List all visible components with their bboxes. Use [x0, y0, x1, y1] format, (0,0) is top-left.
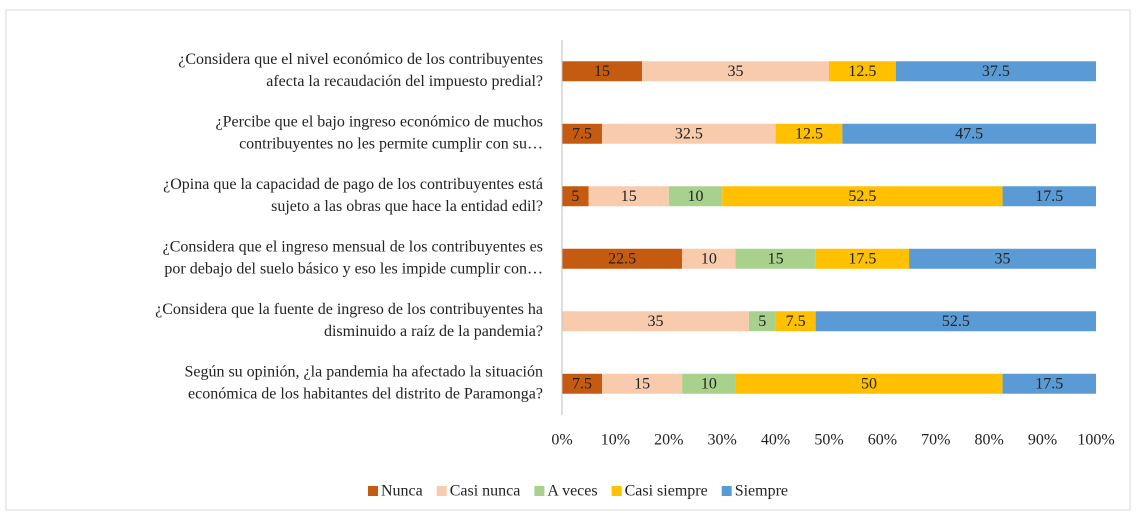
x-tick-label: 50%: [814, 432, 843, 449]
x-tick-label: 70%: [921, 432, 950, 449]
bar-segment: [909, 248, 1096, 269]
x-tick-label: 80%: [975, 432, 1004, 449]
bar-segment: [815, 311, 1096, 332]
y-tick-label: ¿Considera que el nivel económico de los…: [178, 51, 543, 68]
data-label: 7.5: [786, 313, 806, 330]
data-label: 12.5: [848, 63, 876, 80]
data-label: 5: [571, 188, 579, 205]
legend-swatch: [436, 486, 447, 496]
legend-label: A veces: [547, 483, 597, 500]
data-label: 52.5: [848, 188, 876, 205]
y-tick-label: ¿Considera que la fuente de ingreso de l…: [155, 301, 543, 318]
bar-segment: [562, 186, 589, 207]
bar-segment: [562, 248, 683, 269]
y-tick-label: económica de los habitantes del distrito…: [188, 385, 543, 402]
x-tick-label: 60%: [868, 432, 897, 449]
bar-segment: [775, 123, 843, 144]
data-label: 7.5: [572, 125, 592, 142]
bar-segment: [842, 123, 1096, 144]
bar-segment: [735, 248, 816, 269]
bar-segment: [602, 373, 683, 394]
legend-label: Casi nunca: [450, 483, 521, 500]
y-tick-label: contribuyentes no les permite cumplir co…: [239, 135, 543, 152]
bar-segment: [602, 123, 776, 144]
x-tick-label: 30%: [708, 432, 737, 449]
bar-segment: [735, 373, 1003, 394]
legend-label: Nunca: [381, 483, 423, 500]
data-label: 17.5: [1035, 188, 1063, 205]
bar-segment: [642, 61, 829, 82]
data-label: 17.5: [848, 250, 876, 267]
bar-segment: [682, 248, 736, 269]
data-label: 35: [995, 250, 1011, 267]
data-label: 47.5: [955, 125, 983, 142]
legend-swatch: [367, 486, 378, 496]
bar-segment: [562, 373, 603, 394]
data-label: 15: [768, 250, 784, 267]
data-label: 52.5: [942, 313, 970, 330]
legend-swatch: [534, 486, 545, 496]
bar-segment: [562, 311, 749, 332]
bar-segment: [815, 248, 910, 269]
x-tick-label: 0%: [551, 432, 572, 449]
data-label: 32.5: [675, 125, 703, 142]
bar-segment: [1002, 373, 1096, 394]
x-tick-label: 90%: [1028, 432, 1057, 449]
bar-segment: [668, 186, 723, 207]
bar-segment: [775, 311, 816, 332]
data-label: 10: [701, 375, 717, 392]
data-label: 35: [728, 63, 744, 80]
legend-label: Siempre: [735, 483, 788, 500]
data-label: 5: [758, 313, 766, 330]
data-label: 15: [594, 63, 610, 80]
y-tick-label: afecta la recaudación del impuesto predi…: [266, 73, 543, 90]
data-label: 15: [634, 375, 650, 392]
y-tick-label: ¿Opina que la capacidad de pago de los c…: [163, 176, 543, 193]
bar-segment: [748, 311, 776, 332]
data-label: 15: [621, 188, 637, 205]
legend-label: Casi siempre: [625, 483, 708, 500]
data-label: 50: [861, 375, 877, 392]
data-label: 7.5: [572, 375, 592, 392]
bar-segment: [1002, 186, 1096, 207]
y-tick-label: disminuido a raíz de la pandemia?: [324, 323, 543, 340]
y-tick-label: por debajo del suelo básico y eso les im…: [164, 260, 543, 277]
bar-segment: [562, 123, 603, 144]
x-tick-label: 100%: [1077, 432, 1114, 449]
bar-segment: [895, 61, 1096, 82]
legend-swatch: [611, 486, 622, 496]
data-label: 17.5: [1035, 375, 1063, 392]
bar-segment: [722, 186, 1003, 207]
x-tick-label: 20%: [654, 432, 683, 449]
data-label: 12.5: [795, 125, 823, 142]
bar-segment: [562, 61, 643, 82]
data-label: 10: [701, 250, 717, 267]
data-label: 37.5: [982, 63, 1010, 80]
y-tick-label: Según su opinión, ¿la pandemia ha afecta…: [184, 363, 543, 380]
y-tick-label: ¿Percibe que el bajo ingreso económico d…: [216, 113, 543, 130]
legend-swatch: [721, 486, 732, 496]
bar-segment: [682, 373, 736, 394]
bar-segment: [829, 61, 896, 82]
x-tick-label: 40%: [761, 432, 790, 449]
data-label: 35: [647, 313, 663, 330]
bar-segment: [588, 186, 669, 207]
y-tick-label: sujeto a las obras que hace la entidad e…: [271, 198, 543, 215]
data-label: 10: [688, 188, 704, 205]
data-label: 22.5: [608, 250, 636, 267]
x-tick-label: 10%: [601, 432, 630, 449]
y-tick-label: ¿Considera que el ingreso mensual de los…: [163, 238, 543, 255]
